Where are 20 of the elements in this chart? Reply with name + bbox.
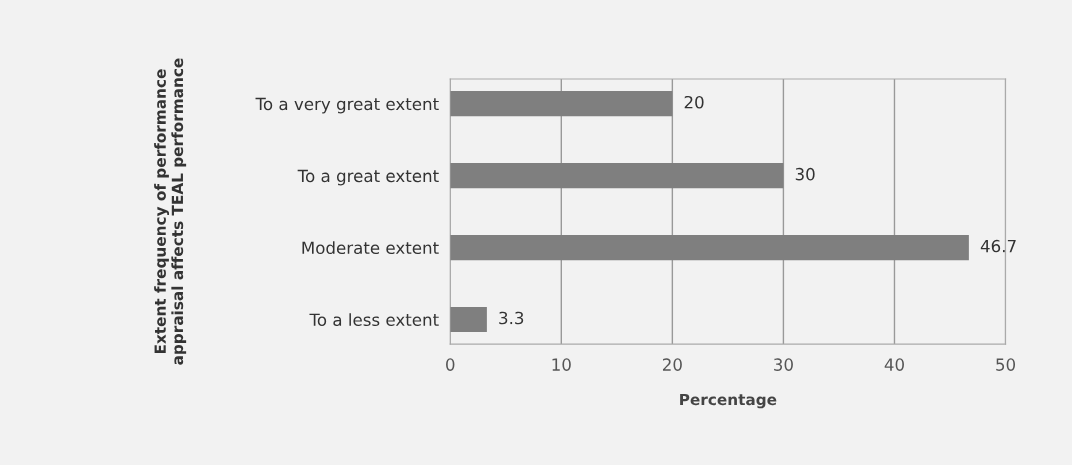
bar	[450, 306, 487, 333]
x-tick-label: 50	[996, 358, 1016, 371]
y-tick-label: To a less extent	[309, 313, 439, 327]
bar	[450, 234, 969, 261]
x-tick-label: 40	[884, 358, 904, 371]
x-tick-label: 0	[446, 358, 455, 371]
x-tick-label: 20	[662, 358, 682, 371]
data-label: 20	[684, 95, 704, 109]
data-label: 46.7	[980, 239, 1016, 253]
y-tick-label: Moderate extent	[302, 241, 439, 255]
x-axis-title: Percentage	[680, 393, 777, 409]
bar	[450, 163, 784, 189]
y-tick-label: To a very great extent	[255, 97, 439, 114]
x-tick-label: 10	[552, 358, 571, 371]
y-axis-title: Extent frequency of performance appraisal affects TEAL performance	[154, 58, 187, 365]
data-label: 30	[795, 167, 815, 181]
bar	[450, 91, 673, 117]
data-label: 3.3	[499, 311, 524, 325]
y-tick-label: To a great extent	[297, 169, 439, 186]
x-tick-label: 30	[774, 358, 793, 371]
